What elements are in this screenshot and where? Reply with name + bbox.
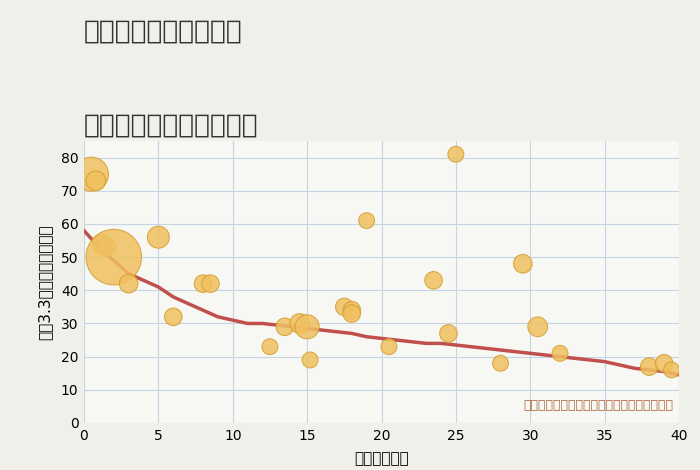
Point (428, 276, 439, 284)
Point (86, 171, 97, 178)
Point (554, 350, 566, 357)
Point (302, 323, 313, 330)
Point (450, 150, 461, 158)
Text: 円の大きさは、取引のあった物件面積を示す: 円の大きさは、取引のあった物件面積を示す (523, 399, 673, 412)
Point (339, 303, 350, 311)
Point (443, 329, 454, 337)
Point (304, 356, 316, 364)
Point (346, 306, 357, 314)
Point (659, 360, 670, 367)
Text: 築年数別中古戸建て価格: 築年数別中古戸建て価格 (84, 113, 258, 139)
Point (265, 343, 276, 351)
Point (294, 320, 305, 327)
Point (384, 343, 395, 351)
Point (279, 323, 290, 330)
Point (123, 280, 134, 288)
Point (168, 313, 179, 321)
Point (101, 243, 112, 251)
Point (153, 234, 164, 241)
Point (495, 360, 506, 367)
Point (346, 310, 357, 317)
Point (96, 240, 108, 248)
Point (532, 323, 543, 330)
Point (108, 253, 119, 261)
Point (644, 363, 655, 370)
Point (205, 280, 216, 288)
Point (90, 177, 101, 185)
X-axis label: 築年数（年）: 築年数（年） (354, 451, 409, 466)
Point (666, 366, 677, 374)
Point (361, 217, 372, 224)
Y-axis label: 坪（3.3㎡）単価（万円）: 坪（3.3㎡）単価（万円） (38, 224, 52, 340)
Text: 三重県松阪市高木町の: 三重県松阪市高木町の (84, 19, 243, 45)
Point (197, 280, 209, 288)
Point (517, 260, 528, 267)
